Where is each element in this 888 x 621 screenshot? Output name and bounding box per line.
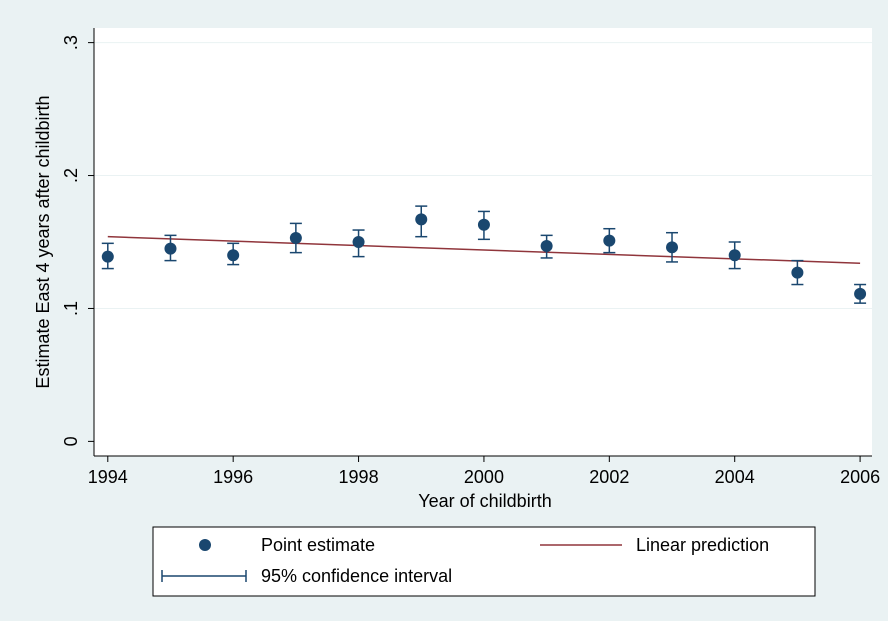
point <box>164 242 177 255</box>
x-tick-label: 2000 <box>464 467 504 487</box>
y-tick-label: .1 <box>61 301 81 316</box>
x-tick-label: 2006 <box>840 467 880 487</box>
x-tick-label: 1998 <box>339 467 379 487</box>
point <box>854 287 867 300</box>
y-tick-label: 0 <box>61 436 81 446</box>
legend <box>152 526 816 597</box>
x-tick-label: 2004 <box>715 467 755 487</box>
grid <box>94 42 872 309</box>
legend-label: Point estimate <box>261 535 375 555</box>
y-axis-label: Estimate East 4 years after childbirth <box>33 95 53 388</box>
legend-marker <box>199 539 211 551</box>
point <box>415 213 428 226</box>
point <box>666 241 679 254</box>
x-tick-label: 1996 <box>213 467 253 487</box>
point <box>227 249 240 262</box>
legend-label: Linear prediction <box>636 535 769 555</box>
point <box>791 266 804 279</box>
plot-area <box>94 28 872 456</box>
point <box>540 239 553 252</box>
point <box>477 218 490 231</box>
point <box>352 236 365 248</box>
legend-label: 95% confidence interval <box>261 566 452 586</box>
y-tick-label: .2 <box>61 168 81 183</box>
point <box>603 234 616 247</box>
point <box>101 250 114 263</box>
point <box>728 249 741 262</box>
y-tick-label: .3 <box>61 35 81 50</box>
point <box>289 232 302 245</box>
x-tick-label: 1994 <box>88 467 128 487</box>
x-axis-label: Year of childbirth <box>418 491 551 511</box>
x-tick-label: 2002 <box>589 467 629 487</box>
